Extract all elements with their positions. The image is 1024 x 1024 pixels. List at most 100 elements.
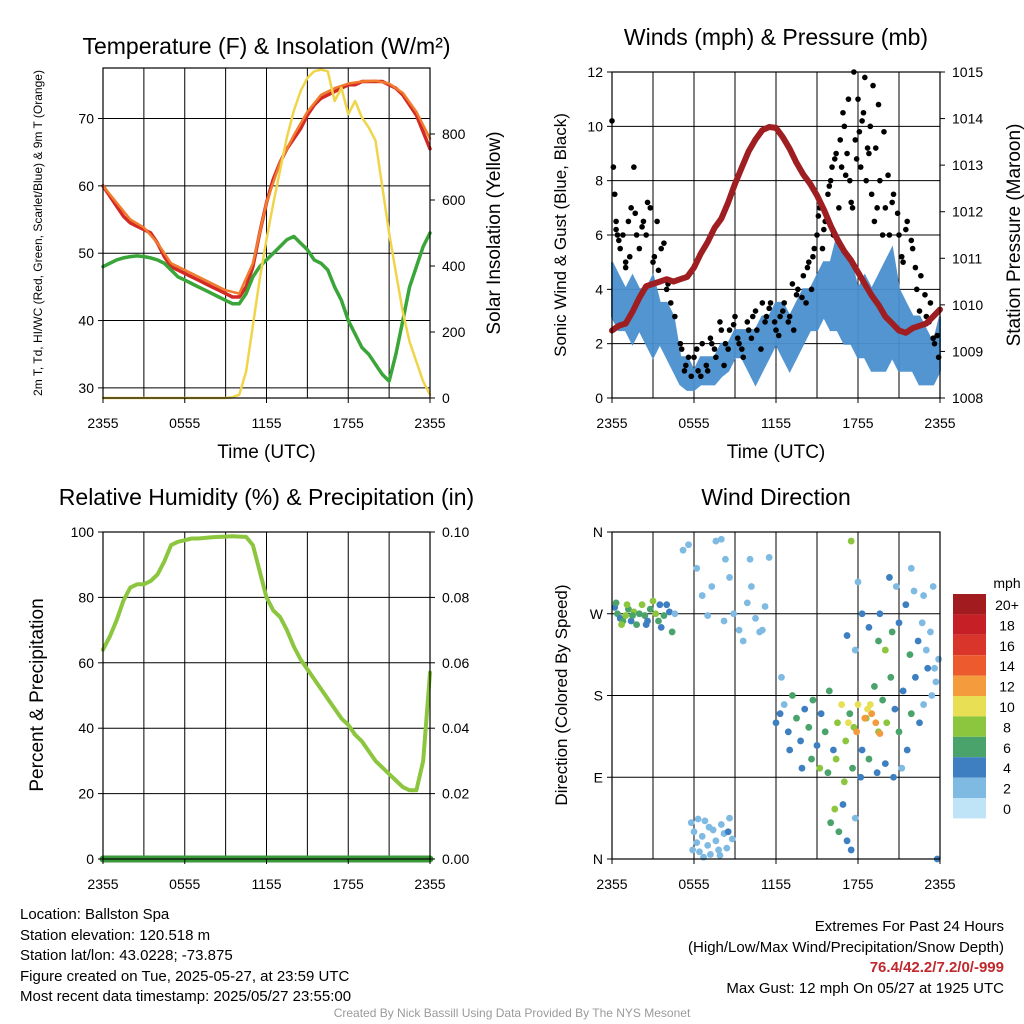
gust-point [766, 305, 772, 312]
direction-point [689, 846, 697, 854]
direction-point [842, 737, 850, 745]
extremes-panel: Extremes For Past 24 Hours (High/Low/Max… [688, 917, 1004, 999]
station-elevation: Station elevation: 120.518 m [20, 926, 211, 944]
y-right-tick-label: 0.00 [442, 851, 469, 867]
y-right-tick-label: 0.08 [442, 589, 469, 605]
y-tick-label: E [594, 769, 603, 785]
gust-point [721, 362, 727, 369]
x-tick-label: 1755 [333, 876, 364, 892]
direction-point [649, 597, 657, 605]
direction-point [865, 623, 873, 631]
gust-point [886, 232, 893, 238]
gust-point [819, 245, 826, 252]
y-right-tick-label: 0 [442, 390, 450, 406]
chart-title: Relative Humidity (%) & Precipitation (i… [59, 484, 474, 510]
x-tick-label: 2355 [87, 415, 118, 431]
direction-point [895, 619, 903, 627]
gust-point [631, 164, 637, 170]
direction-point [798, 764, 806, 772]
direction-point [652, 610, 660, 618]
gust-point [628, 205, 634, 211]
direction-point [660, 612, 668, 619]
gust-point [713, 354, 719, 361]
gust-point [800, 272, 807, 279]
y-tick-label: 6 [595, 227, 603, 243]
chart-title: Temperature (F) & Insolation (W/m²) [82, 33, 450, 59]
gust-point [691, 354, 697, 361]
gust-point [663, 286, 670, 293]
direction-point [865, 755, 873, 763]
gust-point [762, 319, 768, 325]
gust-point [870, 82, 876, 89]
gust-point [644, 199, 651, 206]
direction-point [873, 769, 881, 777]
direction-point [622, 612, 630, 619]
gust-point [872, 145, 879, 151]
gust-point [681, 368, 688, 374]
direction-point [776, 710, 784, 718]
gust-point [863, 177, 869, 184]
legend-swatch [953, 675, 986, 696]
direction-point [758, 626, 766, 634]
gust-point [754, 327, 760, 333]
direction-point [633, 621, 640, 629]
legend-label: 2 [1003, 781, 1011, 797]
direction-point [854, 578, 862, 586]
direction-point [685, 541, 692, 549]
direction-point [698, 832, 706, 840]
gust-point [831, 156, 838, 162]
gust-point [827, 177, 834, 184]
y-tick-label: N [593, 851, 603, 867]
gust-point [655, 267, 662, 274]
gust-point [853, 156, 860, 162]
gust-point [793, 291, 800, 298]
direction-point [693, 564, 701, 572]
gust-point [758, 346, 764, 352]
direction-point [847, 537, 855, 545]
direction-point [918, 619, 926, 627]
y-tick-label: 30 [78, 380, 94, 396]
gust-point [795, 286, 801, 293]
y-right-tick-label: 0.04 [442, 720, 469, 736]
y-right-tick-label: 200 [442, 324, 466, 340]
gust-point [643, 232, 649, 238]
y-right-tick-label: 0.06 [442, 655, 469, 671]
gust-point [808, 286, 815, 293]
y-axis-label-right: Station Pressure (Maroon) [1004, 124, 1024, 347]
series-line [101, 79, 432, 295]
gust-point [871, 218, 878, 225]
gust-point [874, 205, 880, 211]
gust-point [862, 74, 868, 81]
direction-point [847, 846, 855, 854]
x-tick-label: 2355 [596, 876, 627, 892]
y-tick-label: 4 [595, 281, 603, 297]
gust-point [732, 313, 738, 320]
direction-point [849, 764, 856, 772]
legend-label: 18 [999, 617, 1015, 633]
x-tick-label: 1155 [761, 415, 791, 431]
gust-point [614, 232, 621, 238]
x-tick-label: 1755 [842, 876, 873, 892]
y-tick-label: 2 [595, 336, 603, 352]
direction-point [824, 769, 832, 777]
gust-point [632, 210, 639, 217]
direction-point [668, 628, 676, 636]
gust-point [695, 368, 701, 374]
y-tick-label: 20 [78, 786, 94, 802]
direction-point [839, 801, 847, 808]
gust-point [749, 313, 756, 320]
direction-point [898, 764, 906, 772]
gust-point [840, 109, 846, 116]
direction-point [821, 728, 829, 736]
direction-point [857, 773, 865, 781]
gust-point [916, 308, 923, 314]
direction-point [879, 696, 886, 704]
direction-point [903, 746, 911, 754]
gust-point [849, 205, 856, 211]
direction-point [890, 773, 897, 781]
direction-point [748, 583, 755, 590]
direction-point [717, 535, 725, 543]
direction-point [801, 705, 809, 713]
x-tick-label: 1155 [251, 876, 281, 892]
series-line [101, 231, 432, 383]
